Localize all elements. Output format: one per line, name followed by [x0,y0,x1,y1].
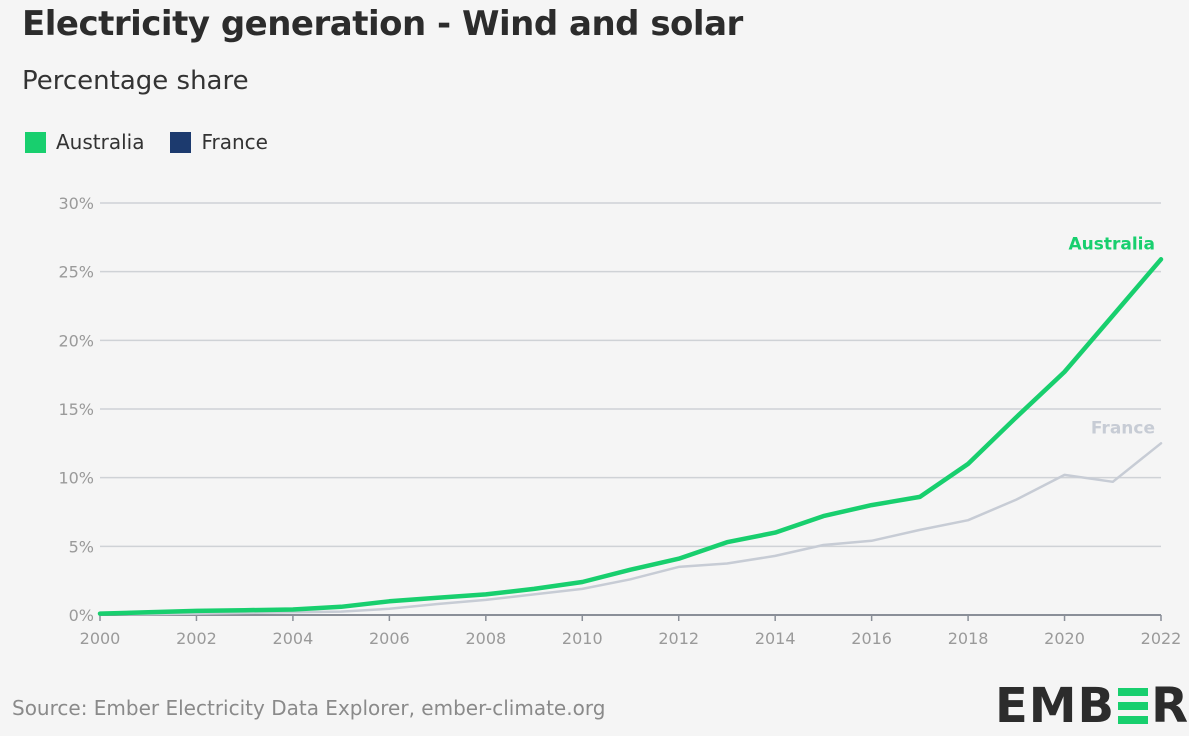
x-tick-label: 2016 [851,629,892,648]
logo-e-icon [1118,688,1149,724]
logo-text-end: R [1151,678,1189,734]
logo-text-start: EMB [995,678,1116,734]
y-tick-label: 30% [58,194,94,213]
chart-title: Electricity generation - Wind and solar [22,4,743,44]
chart-subtitle: Percentage share [22,66,249,96]
x-tick-label: 2006 [369,629,410,648]
x-tick-label: 2020 [1044,629,1085,648]
legend-item-australia[interactable]: Australia [25,130,144,154]
y-tick-label: 5% [69,537,94,556]
ember-logo: EMB R [995,678,1189,734]
series-end-label-australia: Australia [1069,234,1156,254]
x-tick-label: 2014 [755,629,796,648]
series-line-australia [97,257,1164,616]
y-tick-label: 20% [58,331,94,350]
legend-swatch-france [170,131,192,153]
y-tick-label: 10% [58,469,94,488]
x-tick-label: 2002 [176,629,217,648]
legend-label-france: France [201,130,268,154]
x-tick-label: 2008 [465,629,506,648]
x-tick-label: 2000 [80,629,121,648]
y-tick-label: 0% [69,606,94,625]
y-tick-label: 25% [58,263,94,282]
x-tick-label: 2022 [1141,629,1182,648]
source-note: Source: Ember Electricity Data Explorer,… [12,696,606,720]
x-tick-label: 2012 [658,629,699,648]
legend: Australia France [25,130,268,154]
y-tick-label: 15% [58,400,94,419]
x-tick-label: 2018 [948,629,989,648]
legend-item-france[interactable]: France [170,130,268,154]
series-line-france [98,442,1163,616]
legend-swatch-australia [25,131,46,153]
x-tick-label: 2004 [273,629,314,648]
x-tick-label: 2010 [562,629,603,648]
legend-label-australia: Australia [56,130,145,154]
series-end-label-france: France [1091,418,1155,438]
